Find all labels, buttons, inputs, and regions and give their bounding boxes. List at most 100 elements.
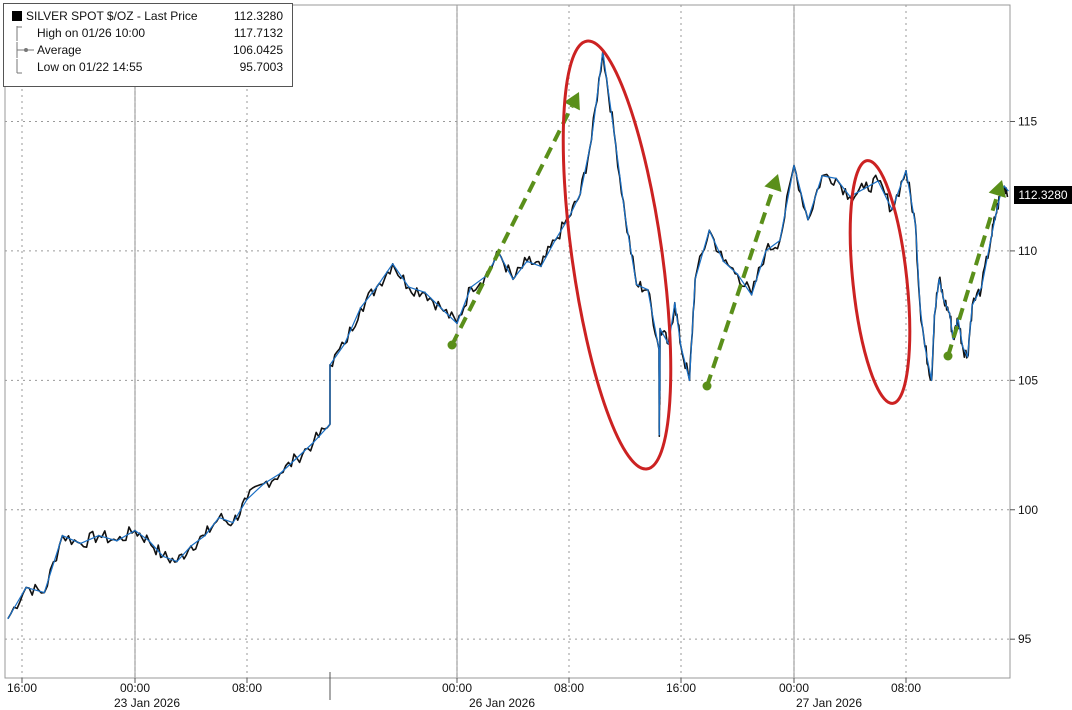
price-point <box>218 516 220 519</box>
price-point <box>658 405 661 407</box>
price-point <box>376 286 378 288</box>
price-point <box>659 390 661 392</box>
low-line-icon <box>16 59 22 74</box>
x-tick-label: 16:00 <box>666 681 696 695</box>
price-point <box>279 472 281 475</box>
price-point <box>579 193 581 195</box>
price-point <box>930 379 933 381</box>
price-point <box>343 343 346 345</box>
price-point <box>708 229 710 231</box>
price-point <box>966 356 969 358</box>
x-tick-label: 16:00 <box>7 681 37 695</box>
price-point <box>877 180 879 182</box>
price-point <box>624 216 626 218</box>
price-point <box>43 591 45 594</box>
price-point <box>1003 185 1005 187</box>
price-point <box>204 535 206 537</box>
trend-arrow-head <box>563 92 580 111</box>
x-tick-label: 00:00 <box>442 681 472 695</box>
x-tick-label: 08:00 <box>232 681 262 695</box>
price-point <box>658 348 660 350</box>
price-point <box>647 289 649 291</box>
price-point <box>1007 190 1009 192</box>
price-point <box>359 307 362 309</box>
trend-arrow-head <box>988 180 1006 198</box>
highlight-ellipse-drop-1 <box>561 39 673 471</box>
price-point <box>116 540 118 542</box>
trend-arrow-start <box>702 381 712 391</box>
price-point <box>470 286 472 288</box>
price-point <box>456 322 458 324</box>
legend-series-name: SILVER SPOT $/OZ - Last Price <box>26 9 198 23</box>
price-point <box>807 219 809 221</box>
x-tick-label: 00:00 <box>779 681 809 695</box>
price-point <box>554 239 556 242</box>
y-tick-label: 105 <box>1018 373 1038 387</box>
x-date-label: 23 Jan 2026 <box>114 696 180 710</box>
price-point <box>176 560 178 563</box>
price-point <box>835 177 837 180</box>
price-point <box>849 195 851 198</box>
price-point <box>765 250 767 252</box>
x-date-label: 26 Jan 2026 <box>469 696 535 710</box>
price-point <box>263 483 265 485</box>
legend-high-label: High on 01/26 10:00 <box>37 26 146 40</box>
price-point <box>674 302 676 304</box>
last-price-tag: 112.3280 <box>1014 186 1072 204</box>
price-point <box>943 299 945 301</box>
price-point <box>952 338 954 340</box>
price-point <box>512 278 514 280</box>
y-axis: 95 100 105 110 115 <box>1010 114 1038 646</box>
trend-arrow-start <box>447 340 457 350</box>
legend-average-label: Average <box>37 43 82 57</box>
price-point <box>971 304 973 306</box>
price-line-texture <box>7 50 1009 619</box>
price-point <box>79 542 82 545</box>
price-point <box>329 423 331 425</box>
price-point <box>329 364 331 366</box>
legend-row-high: High on 01/26 10:00 117.7132 <box>4 25 290 41</box>
trend-arrow-head <box>764 174 782 193</box>
y-tick-label: 100 <box>1018 503 1038 517</box>
price-point <box>962 346 964 348</box>
x-axis: 16:00 00:00 08:00 00:00 08:00 16:00 00:00 08:00… <box>7 678 921 710</box>
price-line <box>7 51 1009 619</box>
price-point <box>190 545 192 547</box>
price-point <box>948 312 951 314</box>
gridlines <box>4 4 1011 700</box>
legend-last-price: 112.3280 <box>233 9 283 23</box>
price-point <box>392 263 394 265</box>
price-point <box>613 131 615 133</box>
price-point <box>659 327 661 330</box>
price-point <box>914 224 917 226</box>
high-line-icon <box>16 26 22 41</box>
price-point <box>148 540 150 542</box>
price-point <box>526 260 528 262</box>
price-point <box>751 294 753 296</box>
price-point <box>61 535 64 537</box>
trend-arrow-shaft <box>450 105 574 346</box>
trend-arrow-start <box>943 351 953 361</box>
price-point <box>821 175 823 177</box>
price-point <box>995 214 997 216</box>
x-tick-label: 08:00 <box>891 681 921 695</box>
y-tick-label: 95 <box>1018 632 1032 646</box>
price-point <box>891 208 893 211</box>
x-tick-label: 00:00 <box>120 681 150 695</box>
price-point <box>736 273 739 275</box>
price-point <box>919 307 921 309</box>
price-point <box>680 346 682 348</box>
price-point <box>25 586 27 589</box>
price-point <box>688 379 691 381</box>
price-point <box>440 307 442 309</box>
y-tick-label: 115 <box>1018 114 1037 128</box>
price-point <box>232 522 234 524</box>
average-line-icon <box>16 42 34 58</box>
price-point <box>7 617 9 620</box>
trend-arrow-shaft <box>946 194 1000 357</box>
price-point <box>246 498 248 500</box>
x-tick-label: 08:00 <box>554 681 584 695</box>
price-point <box>424 291 426 293</box>
series-swatch <box>12 11 22 21</box>
